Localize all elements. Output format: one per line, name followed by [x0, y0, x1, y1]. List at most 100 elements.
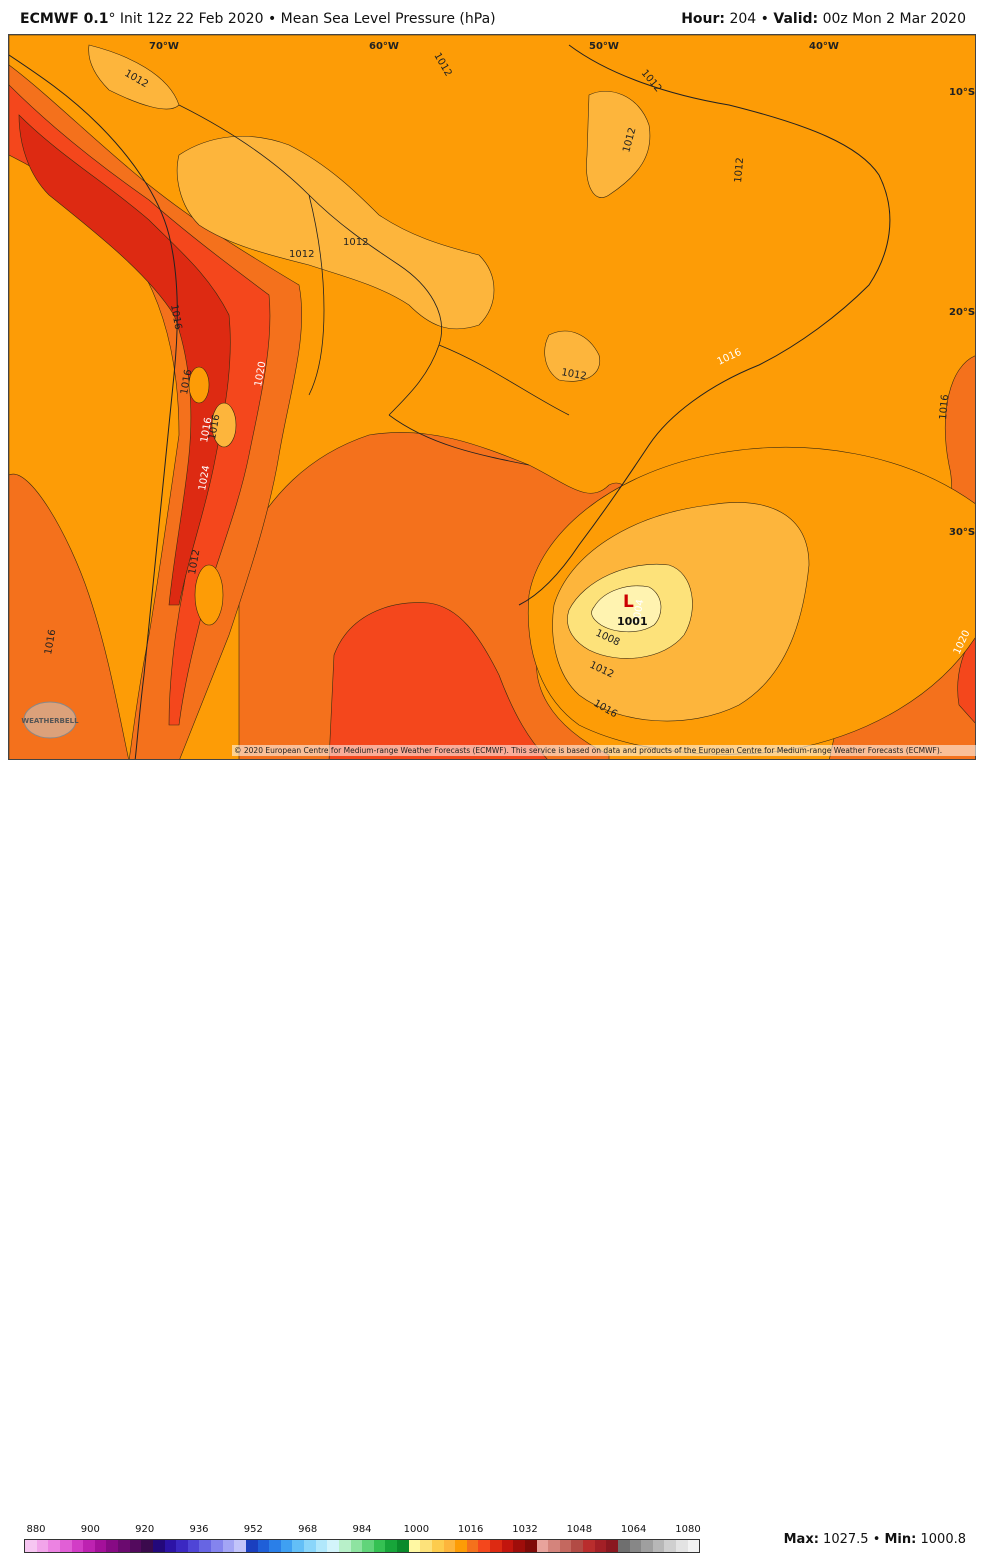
legend-swatch: [327, 1540, 339, 1552]
legend-swatch: [292, 1540, 304, 1552]
legend-swatch: [176, 1540, 188, 1552]
legend-swatch: [571, 1540, 583, 1552]
legend-tick-label: 984: [352, 1524, 372, 1535]
isobar-label: 1016: [199, 417, 214, 444]
legend-swatch: [652, 1540, 665, 1552]
legend-swatch: [152, 1540, 165, 1552]
legend-swatch: [536, 1540, 549, 1552]
min-label: Min:: [884, 1532, 917, 1547]
pocket-1016-b: [194, 564, 224, 626]
hour-label: Hour:: [681, 11, 726, 27]
legend-swatch: [455, 1540, 467, 1552]
legend-swatch: [338, 1540, 351, 1552]
legend-swatch: [478, 1540, 490, 1552]
isobar-label: 1016: [168, 304, 183, 331]
legend-tick-label: 968: [298, 1524, 318, 1535]
legend-swatch: [141, 1540, 153, 1552]
pocket-1016-a: [188, 366, 210, 404]
lon-label-60w: 60°W: [369, 41, 399, 52]
legend-swatch: [129, 1540, 142, 1552]
legend-swatch: [373, 1540, 386, 1552]
legend-swatch: [559, 1540, 572, 1552]
legend-swatch: [245, 1540, 258, 1552]
legend-swatch: [106, 1540, 118, 1552]
legend-tick-label: 1032: [512, 1524, 538, 1535]
low-pressure-symbol: L: [623, 592, 634, 612]
legend-swatch: [269, 1540, 281, 1552]
pressure-band-1028-andes: [18, 114, 231, 606]
legend-swatch: [94, 1540, 107, 1552]
max-value: 1027.5: [823, 1532, 869, 1547]
legend-swatch: [164, 1540, 177, 1552]
legend-swatch: [617, 1540, 630, 1552]
lon-label-70w: 70°W: [149, 41, 179, 52]
legend-color-bar: [24, 1539, 700, 1553]
copyright-notice: © 2020 European Centre for Medium-range …: [232, 745, 978, 756]
degree-symbol: °: [108, 11, 116, 27]
legend-swatch: [350, 1540, 363, 1552]
legend-swatch: [234, 1540, 246, 1552]
legend-swatch: [664, 1540, 676, 1552]
isobar-label: 1016: [207, 414, 222, 441]
init-time: Init 12z 22 Feb 2020: [119, 11, 264, 27]
min-value: 1000.8: [920, 1532, 967, 1547]
legend-tick-label: 1064: [620, 1524, 647, 1535]
legend-tick-label: 936: [189, 1524, 209, 1535]
hour-value: 204: [729, 11, 757, 27]
legend-swatch: [501, 1540, 514, 1552]
pressure-band-1012-north: [586, 91, 651, 198]
legend-swatch: [257, 1540, 270, 1552]
legend-tick-label: 952: [243, 1524, 263, 1535]
legend-swatch: [524, 1540, 537, 1552]
isobar-label: 1012: [343, 237, 368, 248]
low-pressure-value: 1001: [617, 615, 648, 628]
maxmin-separator: •: [872, 1532, 881, 1547]
isobar-label: 1024: [197, 465, 212, 492]
legend-swatch: [385, 1540, 397, 1552]
isobar-label: 1012: [187, 549, 202, 576]
legend-tick-label: 1016: [457, 1524, 484, 1535]
legend-swatch: [222, 1540, 235, 1552]
legend-swatch: [304, 1540, 316, 1552]
lat-label-30s: 30°S: [949, 527, 975, 538]
legend-swatch: [583, 1540, 595, 1552]
legend-swatch: [513, 1540, 525, 1552]
chart-title: ECMWF 0.1° Init 12z 22 Feb 2020 • Mean S…: [20, 11, 496, 27]
legend-tick-labels: 880 900 920 936 952 968 984 1000 1016 1032 1048 106…: [24, 1524, 700, 1538]
logo-graphic: WEATHERBELL: [21, 701, 79, 739]
valid-separator: •: [760, 11, 769, 27]
pressure-band-1012-continent: [176, 136, 495, 330]
isobar-label: 1016: [179, 369, 194, 396]
legend-swatch: [397, 1540, 409, 1552]
legend-swatch: [25, 1540, 37, 1552]
map-canvas: 70°W 60°W 50°W 40°W 10°S 20°S 30°S 1012 …: [9, 35, 975, 759]
legend-swatch: [36, 1540, 49, 1552]
legend-swatch: [431, 1540, 444, 1552]
legend-swatch: [443, 1540, 456, 1552]
legend-swatch: [71, 1540, 84, 1552]
valid-value: 00z Mon 2 Mar 2020: [822, 11, 966, 27]
chart-header: ECMWF 0.1° Init 12z 22 Feb 2020 • Mean S…: [0, 0, 984, 34]
legend-swatch: [211, 1540, 223, 1552]
pocket-1012-a: [211, 402, 237, 448]
isobar-label: 1012: [560, 367, 587, 382]
valid-info: Hour: 204 • Valid: 00z Mon 2 Mar 2020: [681, 11, 966, 27]
title-separator: •: [267, 11, 277, 27]
lon-label-50w: 50°W: [589, 41, 619, 52]
legend-swatch: [629, 1540, 642, 1552]
model-name: ECMWF 0.1: [20, 11, 109, 27]
legend-tick-label: 1080: [675, 1524, 701, 1535]
legend-tick-label: 900: [80, 1524, 100, 1535]
legend-swatch: [594, 1540, 607, 1552]
valid-label: Valid:: [773, 11, 819, 27]
legend-swatch: [315, 1540, 328, 1552]
max-min-readout: Max: 1027.5 • Min: 1000.8: [784, 1532, 966, 1547]
pressure-band-1024-south: [328, 602, 548, 759]
legend-swatch: [548, 1540, 560, 1552]
legend-swatch: [280, 1540, 293, 1552]
legend-footer: 880 900 920 936 952 968 984 1000 1016 1032 1048 106…: [0, 760, 984, 1553]
legend-swatch: [466, 1540, 479, 1552]
legend-swatch: [362, 1540, 374, 1552]
legend-swatch: [199, 1540, 211, 1552]
weatherbell-logo: WEATHERBELL: [20, 698, 80, 740]
